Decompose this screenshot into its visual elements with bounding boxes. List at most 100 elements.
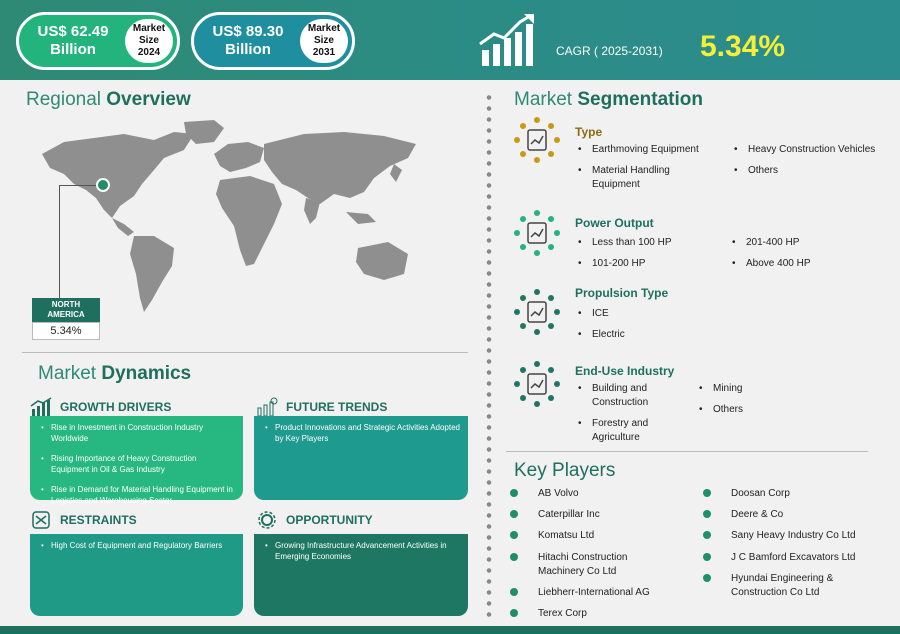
key-player-item: AB Volvo — [510, 487, 680, 501]
north-america-marker — [96, 178, 110, 192]
list-item: Heavy Construction Vehicles — [732, 143, 892, 157]
list-item: Others — [732, 164, 852, 178]
key-player-item: Hitachi Construction Machinery Co Ltd — [510, 551, 660, 579]
key-player-item: Komatsu Ltd — [510, 529, 680, 543]
title-plain: Market — [514, 89, 578, 110]
key-player-name: Hitachi Construction Machinery Co Ltd — [538, 552, 628, 577]
column-divider — [486, 92, 492, 622]
key-player-item: Terex Corp — [510, 607, 680, 621]
key-player-item: Sany Heavy Industry Co Ltd — [703, 529, 893, 543]
amount-line-2: Billion — [225, 41, 271, 58]
region-line-1: NORTH — [51, 300, 81, 309]
opportunity-label: OPPORTUNITY — [286, 513, 373, 527]
key-player-name: Sany Heavy Industry Co Ltd — [731, 530, 856, 541]
growth-bar-chart-icon — [479, 14, 534, 66]
badge-line-1: Market — [307, 23, 341, 34]
list-item: Forestry and Agriculture — [576, 417, 686, 445]
market-size-2024-badge: Market Size 2024 — [125, 19, 173, 63]
list-item: Earthmoving Equipment — [576, 143, 726, 157]
region-pointer-line — [59, 185, 104, 298]
header-banner: US$ 62.49 Billion Market Size 2024 US$ 8… — [0, 0, 900, 80]
key-player-name: Hyundai Engineering & Construction Co Lt… — [731, 573, 834, 598]
cagr-label: CAGR ( 2025-2031) — [556, 44, 663, 58]
type-title: Type — [575, 125, 603, 139]
list-item: Electric — [576, 328, 696, 342]
bullet-dot — [510, 588, 518, 596]
badge-line-3: 2031 — [312, 47, 336, 58]
amount-line-1: US$ 62.49 — [37, 23, 109, 40]
market-segmentation-title: Market Segmentation — [514, 89, 703, 111]
key-player-item: J C Bamford Excavators Ltd — [703, 551, 893, 565]
list-item: 201-400 HP — [730, 236, 870, 250]
list-item: Above 400 HP — [730, 257, 870, 271]
north-america-label: NORTH AMERICA — [32, 298, 100, 322]
bullet-dot — [703, 553, 711, 561]
list-item: Product Innovations and Strategic Activi… — [262, 422, 460, 444]
bullet-dot — [510, 531, 518, 539]
bullet-dot — [510, 510, 518, 518]
market-size-2031-amount: US$ 89.30 Billion — [194, 23, 302, 59]
end-use-industry-title: End-Use Industry — [575, 364, 675, 378]
key-player-name: Doosan Corp — [731, 488, 790, 499]
key-player-name: J C Bamford Excavators Ltd — [731, 552, 856, 563]
end-use-industry-icon — [514, 361, 560, 407]
title-plain: Market — [38, 363, 102, 384]
market-size-2031-pill: US$ 89.30 Billion Market Size 2031 — [191, 12, 355, 70]
growth-drivers-label: GROWTH DRIVERS — [60, 400, 172, 414]
propulsion-type-title: Propulsion Type — [575, 286, 669, 300]
list-item: ICE — [576, 307, 696, 321]
market-size-2024-pill: US$ 62.49 Billion Market Size 2024 — [16, 12, 180, 70]
growth-drivers-heading: GROWTH DRIVERS — [30, 397, 171, 417]
regional-overview-title: Regional Overview — [26, 89, 191, 111]
opportunity-box: Growing Infrastructure Advancement Activ… — [254, 534, 468, 616]
restraints-heading: RESTRAINTS — [30, 510, 137, 530]
bullet-dot — [510, 609, 518, 617]
key-players-title: Key Players — [514, 460, 616, 481]
title-bold: Dynamics — [101, 363, 192, 384]
cagr-value: 5.34% — [700, 30, 786, 63]
list-item: Rise in Investment in Construction Indus… — [38, 422, 235, 444]
bullet-dot — [703, 574, 711, 582]
key-player-item: Hyundai Engineering & Construction Co Lt… — [703, 572, 853, 600]
badge-line-2: Size — [138, 35, 159, 46]
amount-line-1: US$ 89.30 — [212, 23, 284, 40]
future-trends-label: FUTURE TRENDS — [286, 400, 388, 414]
key-player-item: Deere & Co — [703, 508, 883, 522]
north-america-value: 5.34% — [32, 322, 100, 340]
restraints-icon — [32, 511, 50, 529]
power-output-icon — [514, 210, 560, 256]
key-player-name: Komatsu Ltd — [538, 530, 595, 541]
key-player-name: Caterpillar Inc — [538, 509, 600, 520]
badge-line-2: Size — [313, 35, 334, 46]
title-bold: Segmentation — [577, 89, 703, 110]
list-item: Material Handling Equipment — [576, 164, 706, 192]
list-item: Others — [697, 403, 817, 417]
list-item: Building and Construction — [576, 382, 686, 410]
footer-bar — [0, 626, 900, 634]
key-player-name: AB Volvo — [538, 488, 579, 499]
badge-line-3: 2024 — [137, 47, 161, 58]
section-divider — [22, 352, 468, 353]
list-item: Mining — [697, 382, 817, 396]
bullet-dot — [703, 531, 711, 539]
opportunity-heading: OPPORTUNITY — [256, 510, 373, 530]
list-item: 101-200 HP — [576, 257, 716, 271]
world-map — [42, 120, 416, 312]
future-trends-heading: FUTURE TRENDS — [256, 397, 387, 417]
type-segment-icon — [514, 117, 560, 163]
key-player-item: Liebherr-International AG — [510, 586, 680, 600]
market-size-2031-badge: Market Size 2031 — [300, 19, 348, 63]
list-item: Rising Importance of Heavy Construction … — [38, 453, 235, 475]
title-plain: Regional — [26, 89, 107, 110]
key-player-name: Liebherr-International AG — [538, 587, 650, 598]
list-item: Rise in Demand for Material Handling Equ… — [38, 484, 235, 506]
key-player-item: Doosan Corp — [703, 487, 883, 501]
amount-line-2: Billion — [50, 41, 96, 58]
power-output-title: Power Output — [575, 216, 654, 230]
trend-chart-icon — [257, 397, 278, 417]
list-item: Growing Infrastructure Advancement Activ… — [262, 540, 460, 562]
region-line-2: AMERICA — [47, 310, 85, 319]
bullet-dot — [510, 553, 518, 561]
market-size-2024-amount: US$ 62.49 Billion — [19, 23, 127, 59]
section-divider — [506, 451, 868, 452]
